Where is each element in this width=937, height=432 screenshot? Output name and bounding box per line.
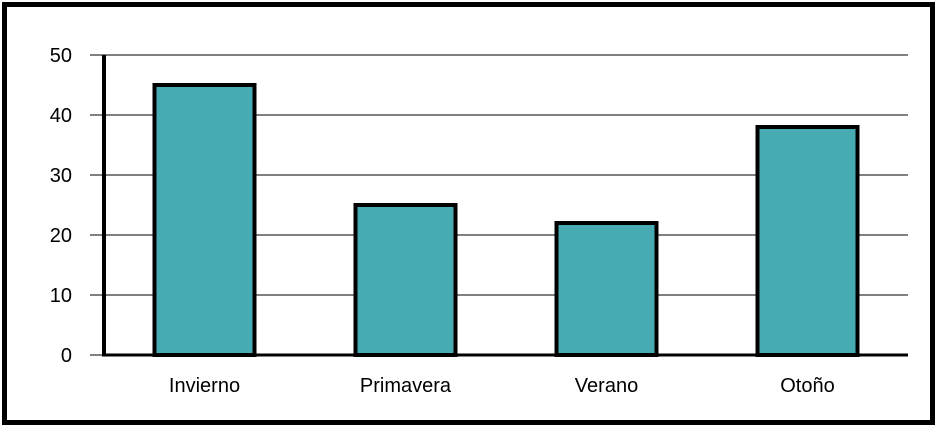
bar <box>353 203 458 357</box>
bar <box>554 221 659 357</box>
y-tick-label: 50 <box>50 45 72 67</box>
y-tick-label: 0 <box>61 345 72 367</box>
tick-labels: 0 10 20 30 40 50 Invierno Primavera Verano Otoño <box>50 45 835 397</box>
x-tick-label: Otoño <box>780 375 834 397</box>
x-tick-label: Verano <box>575 375 638 397</box>
y-tick-label: 40 <box>50 105 72 127</box>
bar <box>152 83 257 357</box>
y-tick-label: 10 <box>50 285 72 307</box>
x-tick-label: Primavera <box>360 375 452 397</box>
bar <box>755 125 860 357</box>
y-tick-label: 30 <box>50 165 72 187</box>
x-tick-label: Invierno <box>169 375 240 397</box>
bars <box>152 83 860 357</box>
y-tick-label: 20 <box>50 225 72 247</box>
axes <box>90 54 908 357</box>
